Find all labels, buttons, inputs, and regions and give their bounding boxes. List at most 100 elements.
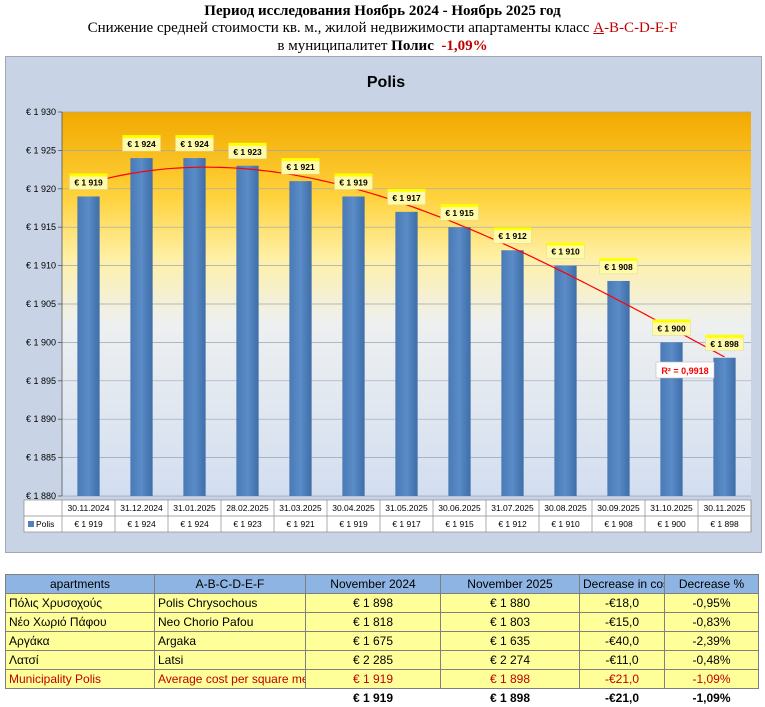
cell-apartments: Νέο Χωριό Πάφου	[6, 613, 155, 632]
x-tick-label: 30.09.2025	[597, 503, 640, 513]
bar	[130, 158, 152, 496]
col-nov-2024: November 2024	[306, 575, 441, 594]
cell-nov-2025: € 1 803	[441, 613, 580, 632]
col-decrease-pct: Decrease %	[665, 575, 759, 594]
bar-chart: Polis € 1 880€ 1 885€ 1 890€ 1 895€ 1 90…	[6, 57, 761, 552]
col-nov-2025: November 2025	[441, 575, 580, 594]
bar	[713, 358, 735, 496]
data-label: € 1 919	[339, 177, 368, 187]
y-tick-label: € 1 915	[26, 222, 56, 232]
totals-row: € 1 919 € 1 898 -€21,0 -1,09%	[6, 689, 759, 707]
data-label-tab	[176, 135, 214, 138]
cell-total-decrease-cost: -€21,0	[580, 689, 665, 707]
cell-nov-2024: € 1 675	[306, 632, 441, 651]
cell-total-decrease-pct: -1,09%	[665, 689, 759, 707]
legend-swatch	[28, 521, 34, 527]
data-label: € 1 898	[710, 339, 739, 349]
data-table-value: € 1 900	[657, 519, 686, 529]
cell-apartments: Πόλις Χρυσοχούς	[6, 594, 155, 613]
y-tick-label: € 1 930	[26, 107, 56, 117]
data-label: € 1 917	[392, 193, 421, 203]
x-tick-label: 31.01.2025	[173, 503, 216, 513]
cell-nov-2024: € 1 898	[306, 594, 441, 613]
cell-nov-2024: € 1 818	[306, 613, 441, 632]
cell-class: Argaka	[155, 632, 306, 651]
cell-nov-2024: € 2 285	[306, 651, 441, 670]
data-label: € 1 924	[127, 139, 156, 149]
table-row: Αργάκα Argaka € 1 675 € 1 635 -€40,0 -2,…	[6, 632, 759, 651]
report-municipality-line: в муниципалитет Полис -1,09%	[0, 38, 765, 55]
period-title: Период исследования Ноябрь 2024 - Ноябрь…	[204, 3, 560, 19]
cell-apartments: Λατσί	[6, 651, 155, 670]
x-tick-label: 31.12.2024	[120, 503, 163, 513]
data-table-value: € 1 923	[233, 519, 262, 529]
table-row: Νέο Χωριό Πάφου Neo Chorio Pafou € 1 818…	[6, 613, 759, 632]
data-label-tab	[229, 143, 267, 146]
data-label-tab	[653, 319, 691, 322]
cell-empty	[6, 689, 155, 707]
cell-nov-2025: € 2 274	[441, 651, 580, 670]
cell-decrease-pct: -1,09%	[665, 670, 759, 689]
data-table-value: € 1 921	[286, 519, 315, 529]
cell-decrease-cost: -€15,0	[580, 613, 665, 632]
data-label-tab	[600, 258, 638, 261]
cost-table: apartments A-B-C-D-E-F November 2024 Nov…	[5, 574, 759, 707]
data-label: € 1 910	[551, 247, 580, 257]
cell-apartments: Αργάκα	[6, 632, 155, 651]
y-tick-label: € 1 905	[26, 299, 56, 309]
data-label: € 1 924	[180, 139, 209, 149]
cell-decrease-cost: -€21,0	[580, 670, 665, 689]
bar	[183, 158, 205, 496]
data-table-value: € 1 924	[180, 519, 209, 529]
cell-decrease-cost: -€11,0	[580, 651, 665, 670]
col-apartments: apartments	[6, 575, 155, 594]
bar	[448, 227, 470, 496]
data-label: € 1 923	[233, 147, 262, 157]
class-rest-label: -B-C-D-E-F	[604, 20, 677, 36]
cell-municipality: Municipality Polis	[6, 670, 155, 689]
x-tick-label: 31.07.2025	[491, 503, 534, 513]
cell-decrease-cost: -€40,0	[580, 632, 665, 651]
report-subtitle: Снижение средней стоимости кв. м., жилой…	[0, 20, 765, 37]
cell-nov-2025: € 1 635	[441, 632, 580, 651]
cell-average-label: Average cost per square meter	[155, 670, 306, 689]
cell-nov-2025: € 1 880	[441, 594, 580, 613]
table-row: Πόλις Χρυσοχούς Polis Chrysochous € 1 89…	[6, 594, 759, 613]
col-decrease-cost: Decrease in cost	[580, 575, 665, 594]
report-title: Период исследования Ноябрь 2024 - Ноябрь…	[0, 3, 765, 20]
bar	[77, 196, 99, 496]
data-table-value: € 1 919	[74, 519, 103, 529]
bar	[289, 181, 311, 496]
y-tick-label: € 1 920	[26, 184, 56, 194]
cell-decrease-pct: -0,83%	[665, 613, 759, 632]
municipality-change: -1,09%	[441, 38, 487, 54]
cell-class: Latsi	[155, 651, 306, 670]
data-label: € 1 919	[74, 177, 103, 187]
x-tick-label: 30.11.2025	[704, 503, 746, 513]
cell-decrease-pct: -0,48%	[665, 651, 759, 670]
cell-nov-2024: € 1 919	[306, 670, 441, 689]
x-tick-label: 30.11.2024	[68, 503, 110, 513]
data-label: € 1 921	[286, 162, 315, 172]
data-label-tab	[282, 158, 320, 161]
table-header-row: apartments A-B-C-D-E-F November 2024 Nov…	[6, 575, 759, 594]
data-table-value: € 1 919	[339, 519, 368, 529]
bar	[342, 196, 364, 496]
y-tick-label: € 1 900	[26, 337, 56, 347]
data-label: € 1 912	[498, 231, 527, 241]
y-tick-label: € 1 880	[26, 491, 56, 501]
data-table-value: € 1 915	[445, 519, 474, 529]
data-label-tab	[335, 173, 373, 176]
chart-title: Polis	[367, 74, 405, 91]
x-tick-label: 30.08.2025	[544, 503, 587, 513]
cell-total-nov-2025: € 1 898	[441, 689, 580, 707]
y-tick-label: € 1 885	[26, 453, 56, 463]
data-label-tab	[388, 189, 426, 192]
y-tick-label: € 1 925	[26, 145, 56, 155]
bar	[554, 266, 576, 496]
data-table-value: € 1 908	[604, 519, 633, 529]
data-table-value: € 1 924	[127, 519, 156, 529]
data-label-tab	[441, 204, 479, 207]
data-label-tab	[706, 335, 744, 338]
data-label-tab	[123, 135, 161, 138]
